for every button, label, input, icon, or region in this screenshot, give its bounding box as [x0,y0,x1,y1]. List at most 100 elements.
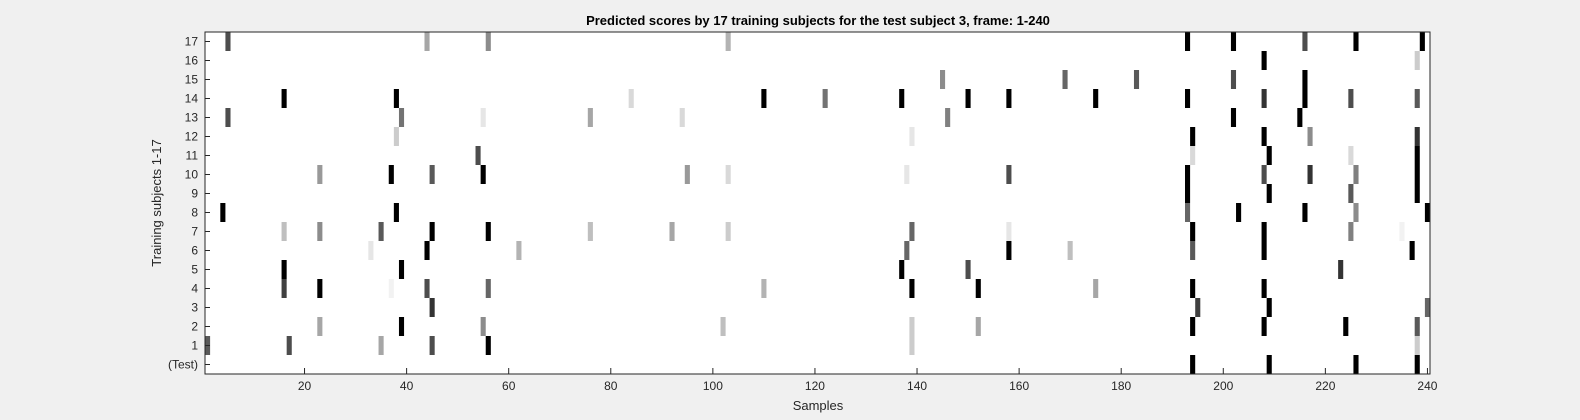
heatmap-cell [1006,241,1012,260]
heatmap-cell [225,32,231,51]
heatmap-cell [1414,165,1420,184]
heatmap-cell [1006,222,1012,241]
y-axis-label: Training subjects 1-17 [149,139,164,266]
heatmap-cell [1302,32,1308,51]
heatmap-cell [1261,51,1267,70]
heatmap-cell [1133,70,1140,89]
heatmap-cell [1353,203,1359,222]
heatmap-cell [1414,355,1420,374]
x-tick-label: 140 [907,379,927,393]
heatmap-cell [1297,108,1303,127]
heatmap-cell [281,260,287,279]
heatmap-cell [1348,146,1354,165]
heatmap-cell [429,336,435,355]
heatmap-cell [388,279,394,298]
heatmap-cell [393,203,399,222]
heatmap-cell [317,165,323,184]
x-tick-label: 220 [1315,379,1335,393]
heatmap-cell [899,260,905,279]
heatmap-cell [761,89,767,108]
y-tick-label: 15 [185,73,199,87]
heatmap-cell [1302,203,1308,222]
heatmap-cell [429,165,435,184]
plot-area [205,32,1430,374]
heatmap-cell [1266,184,1272,203]
heatmap-cell [317,222,323,241]
y-tick-label: 9 [191,187,198,201]
heatmap-cell [904,165,910,184]
heatmap-cell [485,336,491,355]
heatmap-cell [317,317,323,336]
heatmap-cell [1236,203,1242,222]
heatmap-cell [1190,146,1196,165]
heatmap-cell [1353,32,1359,51]
heatmap-cell [720,317,726,336]
heatmap-cell [1093,89,1099,108]
heatmap-cell [1348,89,1354,108]
heatmap-cell [1424,203,1430,222]
heatmap-cell [1266,355,1272,374]
heatmap-cell [1414,127,1420,146]
heatmap-cell [909,336,915,355]
heatmap-marks [205,32,1430,374]
y-tick-label: 16 [185,54,199,68]
y-tick-label: 7 [191,225,198,239]
heatmap-cell [281,222,287,241]
heatmap-cell [725,32,731,51]
heatmap-cell [1190,317,1196,336]
heatmap-cell [393,127,399,146]
y-tick-label: 2 [191,320,198,334]
x-tick-label: 120 [805,379,825,393]
heatmap-cell [1185,184,1191,203]
heatmap-cell [378,336,384,355]
heatmap-cell [899,89,905,108]
heatmap-cell [822,89,828,108]
heatmap-cell [1414,317,1420,336]
y-tick-label: 12 [185,130,199,144]
x-axis: 20 40 60 80 100 120 140 160 180 200 220 240 [298,368,1438,393]
y-tick-label: 8 [191,206,198,220]
heatmap-cell [1261,222,1267,241]
heatmap-cell [1185,89,1191,108]
heatmap-cell [429,222,435,241]
heatmap-cell [281,89,287,108]
heatmap-cell [587,108,593,127]
heatmap-cell [1348,184,1354,203]
heatmap-cell [587,222,593,241]
heatmap-cell [1338,260,1344,279]
heatmap-cell [388,165,394,184]
heatmap-cell [1261,127,1267,146]
y-tick-label: 13 [185,111,199,125]
heatmap-cell [1185,203,1191,222]
x-tick-label: 240 [1417,379,1437,393]
x-tick-label: 160 [1009,379,1029,393]
heatmap-cell [475,146,481,165]
y-tick-label: 5 [191,263,198,277]
y-tick-label: 10 [185,168,199,182]
y-tick-label: 3 [191,301,198,315]
heatmap-cell [281,279,287,298]
heatmap-cell [1093,279,1099,298]
plot-frame [204,31,1431,375]
heatmap-cell [945,108,951,127]
y-tick-label: 17 [185,35,199,49]
heatmap-cell [424,241,430,260]
y-axis: 17 16 15 14 13 12 11 10 9 8 7 6 5 4 3 2 1 (Test) [168,35,210,372]
heatmap-cell [1266,146,1272,165]
heatmap-cell [1190,222,1196,241]
heatmap-cell [1190,279,1196,298]
heatmap-cell [1353,355,1359,374]
heatmap-cell [1414,89,1420,108]
y-tick-label: 1 [191,339,198,353]
heatmap-cell [485,32,491,51]
heatmap-cell [1409,241,1415,260]
x-axis-label: Samples [793,398,844,413]
heatmap-cell [1190,241,1196,260]
heatmap-cell [429,298,435,317]
heatmap-cell [1230,70,1237,89]
heatmap-cell [480,165,486,184]
heatmap-cell [424,279,430,298]
heatmap-cell [1195,298,1201,317]
y-tick-label: 14 [185,92,199,106]
